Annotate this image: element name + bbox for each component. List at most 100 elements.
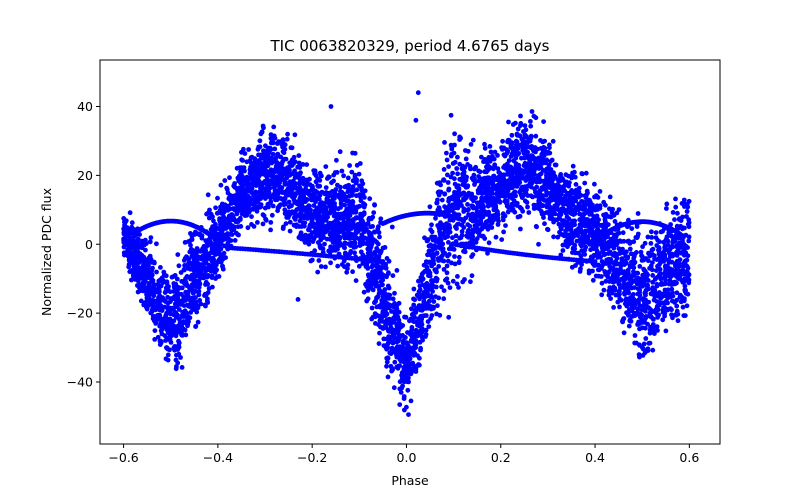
data-point (663, 264, 668, 270)
data-point (389, 334, 395, 340)
data-point (390, 273, 396, 278)
data-point (582, 233, 588, 238)
data-point (197, 281, 203, 287)
data-point (653, 235, 659, 241)
data-point (174, 276, 180, 282)
data-point (397, 386, 403, 392)
data-point (215, 195, 220, 201)
data-point (190, 290, 196, 296)
data-point (189, 262, 195, 268)
data-point (347, 232, 353, 238)
data-point (397, 363, 402, 369)
data-point (426, 298, 432, 304)
data-point (419, 275, 425, 281)
data-point (312, 208, 318, 214)
data-point (235, 208, 241, 214)
data-point (255, 173, 261, 179)
data-point (560, 218, 565, 224)
data-point (163, 273, 169, 279)
data-point (537, 172, 543, 178)
data-point (356, 171, 362, 177)
data-point (148, 290, 154, 296)
data-point (593, 193, 599, 199)
data-point (129, 227, 135, 233)
data-point (172, 294, 178, 299)
data-point (436, 205, 442, 211)
data-point (491, 217, 497, 223)
data-point (547, 150, 553, 156)
data-point (570, 163, 576, 169)
data-point (257, 138, 263, 144)
data-point (144, 241, 149, 246)
data-point (594, 213, 600, 219)
data-point (513, 120, 518, 126)
data-point (653, 230, 659, 236)
data-point (601, 212, 606, 218)
data-point (465, 162, 470, 167)
data-point (565, 206, 571, 212)
data-point (457, 161, 463, 167)
data-point (205, 273, 211, 278)
data-point (465, 202, 470, 207)
data-point (341, 233, 347, 238)
data-point (474, 236, 480, 242)
data-point (682, 204, 687, 209)
data-point (611, 235, 616, 241)
data-point (548, 159, 553, 164)
data-point (192, 283, 198, 288)
data-point (291, 215, 297, 221)
data-point (372, 300, 377, 306)
data-point (601, 287, 607, 293)
data-point (211, 218, 216, 224)
data-point (522, 132, 528, 138)
data-point (377, 330, 382, 336)
data-point (202, 291, 208, 297)
data-point (168, 297, 174, 303)
data-point (193, 295, 198, 300)
data-point (570, 170, 575, 176)
data-point (397, 353, 403, 358)
data-point (319, 235, 325, 241)
data-point (483, 188, 489, 193)
data-point (686, 198, 692, 204)
data-point (500, 193, 506, 199)
data-point (390, 296, 396, 302)
data-point (665, 300, 670, 306)
data-point (639, 258, 645, 263)
data-point (423, 259, 429, 264)
data-point (686, 224, 692, 230)
data-point (613, 292, 619, 298)
data-point (625, 275, 630, 280)
data-point (663, 278, 668, 283)
data-point (605, 222, 611, 228)
data-point (268, 200, 273, 206)
data-point (533, 193, 539, 199)
data-point (459, 191, 465, 197)
data-point (622, 291, 627, 297)
data-point (152, 328, 158, 333)
data-point (665, 271, 671, 277)
data-point (248, 155, 254, 161)
data-point (298, 232, 303, 238)
data-point (654, 324, 660, 329)
data-point (332, 244, 337, 250)
data-point (540, 139, 546, 145)
data-point (566, 173, 571, 179)
data-point (595, 267, 601, 273)
data-point (185, 291, 191, 296)
data-point (647, 340, 653, 346)
data-point (223, 235, 229, 241)
data-point (364, 284, 370, 289)
data-point (588, 254, 594, 260)
data-point (342, 264, 347, 270)
data-point (428, 306, 434, 312)
data-point (405, 387, 411, 393)
data-point (621, 238, 627, 244)
data-point (521, 139, 527, 144)
data-point (669, 259, 675, 265)
data-point (347, 163, 352, 168)
data-point (305, 178, 310, 183)
data-point (674, 303, 680, 309)
data-point (262, 205, 268, 211)
data-point (463, 184, 469, 190)
